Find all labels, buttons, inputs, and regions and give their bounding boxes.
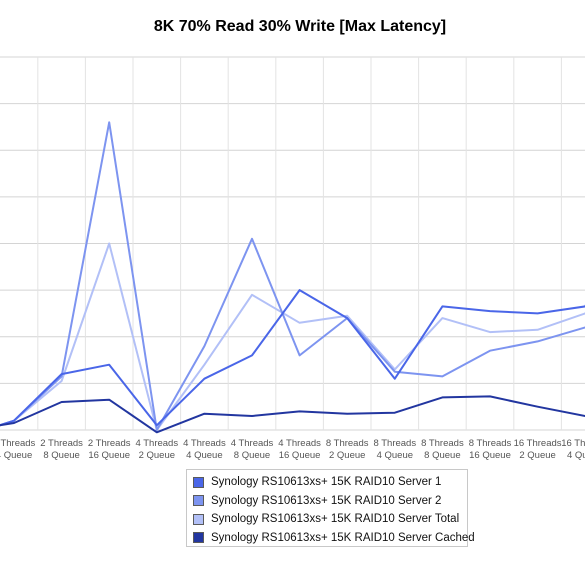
legend-item: Synology RS10613xs+ 15K RAID10 Server 1 bbox=[193, 473, 467, 492]
legend-swatch bbox=[193, 513, 204, 525]
series-line-2 bbox=[0, 121, 585, 431]
legend-label: Synology RS10613xs+ 15K RAID10 Server To… bbox=[211, 513, 460, 526]
legend-item: Synology RS10613xs+ 15K RAID10 Server 2 bbox=[193, 492, 467, 511]
x-tick-label: 4 Threads 4 Queue bbox=[183, 438, 226, 461]
x-tick-label: 16 Threads 2 Queue bbox=[514, 438, 562, 461]
legend: Synology RS10613xs+ 15K RAID10 Server 1 S… bbox=[186, 469, 475, 548]
x-tick-label: 8 Threads 4 Queue bbox=[373, 438, 416, 461]
legend-label: Synology RS10613xs+ 15K RAID10 Server 2 bbox=[211, 494, 442, 507]
x-tick-label: 2 Threads 16 Queue bbox=[88, 438, 131, 461]
x-tick-label: 8 Threads 16 Queue bbox=[469, 438, 512, 461]
legend-item: Synology RS10613xs+ 15K RAID10 Server Ca… bbox=[193, 529, 475, 548]
series-line-4 bbox=[0, 395, 585, 434]
x-tick-label: 8 Threads 8 Queue bbox=[421, 438, 464, 461]
series-line-1 bbox=[0, 289, 585, 427]
legend-swatch bbox=[193, 495, 204, 507]
x-tick-label: 4 Threads 16 Queue bbox=[278, 438, 321, 461]
series-lines bbox=[0, 121, 585, 434]
legend-item: Synology RS10613xs+ 15K RAID10 Server To… bbox=[193, 510, 467, 529]
x-tick-label: 4 Threads 2 Queue bbox=[135, 438, 178, 461]
gridlines bbox=[0, 56, 585, 431]
legend-label: Synology RS10613xs+ 15K RAID10 Server Ca… bbox=[211, 531, 475, 544]
legend-swatch bbox=[193, 532, 204, 544]
legend-label: Synology RS10613xs+ 15K RAID10 Server 1 bbox=[211, 476, 442, 489]
series-line-3 bbox=[0, 242, 585, 431]
chart-title: 8K 70% Read 30% Write [Max Latency] bbox=[153, 18, 447, 35]
x-tick-label: 4 Threads 8 Queue bbox=[231, 438, 274, 461]
legend-swatch bbox=[193, 476, 204, 488]
x-tick-label: 2 Threads 8 Queue bbox=[40, 438, 83, 461]
x-tick-label: 8 Threads 2 Queue bbox=[326, 438, 369, 461]
